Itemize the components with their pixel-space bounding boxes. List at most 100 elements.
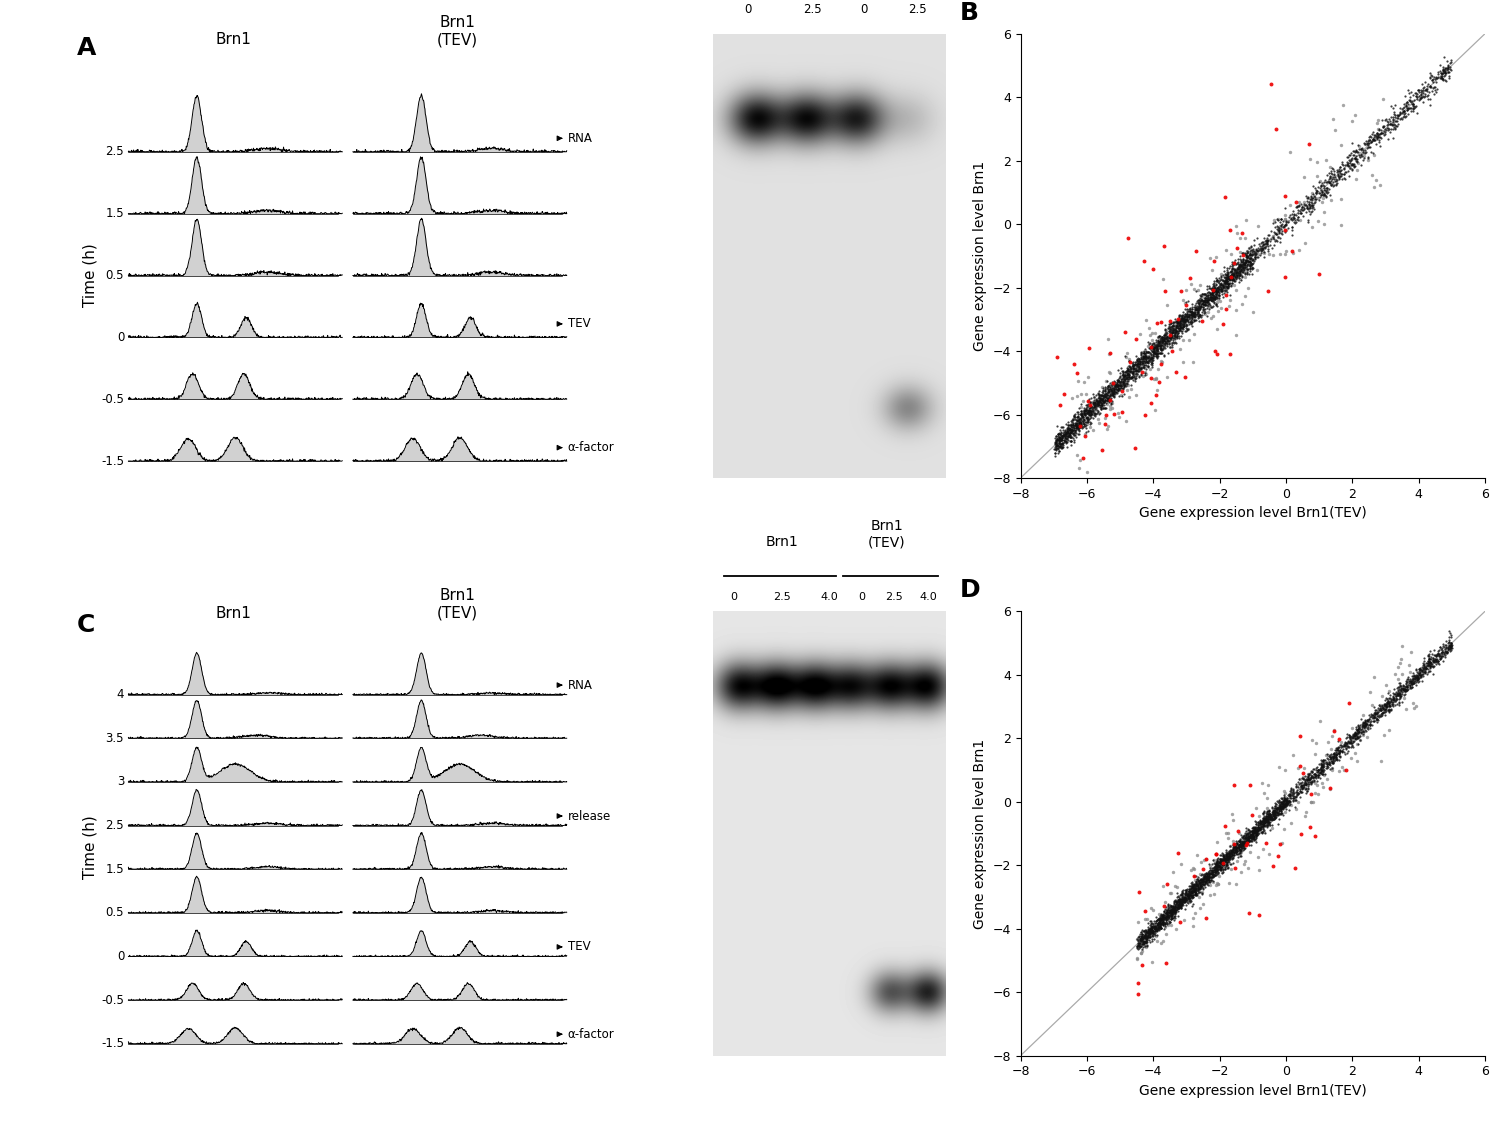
Point bbox=[1236, 831, 1260, 849]
Point bbox=[1268, 232, 1292, 250]
Point bbox=[1168, 328, 1192, 346]
Point bbox=[1336, 154, 1360, 172]
Point bbox=[1149, 910, 1173, 928]
Point bbox=[1251, 815, 1275, 833]
Point bbox=[1070, 402, 1094, 420]
Point bbox=[1310, 761, 1334, 779]
Point bbox=[1238, 255, 1262, 273]
Point bbox=[1264, 225, 1288, 243]
Point bbox=[1221, 265, 1245, 283]
Point bbox=[1239, 259, 1263, 277]
Point bbox=[1323, 175, 1347, 193]
Point bbox=[1282, 213, 1306, 231]
Point bbox=[1200, 285, 1224, 303]
Point bbox=[1416, 85, 1440, 103]
Point bbox=[1250, 823, 1274, 841]
Point bbox=[1224, 836, 1248, 853]
Point bbox=[1174, 308, 1198, 326]
Point bbox=[1400, 99, 1423, 117]
Point bbox=[1110, 375, 1134, 393]
Point bbox=[1122, 367, 1146, 385]
Point bbox=[1204, 859, 1228, 877]
Point bbox=[1062, 424, 1086, 442]
Point bbox=[1400, 678, 1423, 696]
Point bbox=[1088, 391, 1112, 409]
Point bbox=[1206, 857, 1230, 875]
Point bbox=[1274, 200, 1298, 218]
Point bbox=[1222, 841, 1246, 859]
Text: 3: 3 bbox=[117, 775, 124, 788]
Point bbox=[1178, 299, 1202, 317]
Point bbox=[1162, 313, 1186, 331]
Point bbox=[1170, 312, 1194, 330]
Point bbox=[1143, 917, 1167, 935]
Point bbox=[1410, 672, 1434, 690]
Point bbox=[1160, 900, 1184, 917]
Point bbox=[1368, 699, 1392, 716]
Point bbox=[1149, 336, 1173, 354]
Point bbox=[1244, 820, 1268, 838]
Point bbox=[1144, 920, 1168, 938]
Point bbox=[1070, 419, 1094, 437]
Point bbox=[1268, 793, 1292, 811]
Text: RNA: RNA bbox=[568, 131, 592, 145]
Point bbox=[1304, 759, 1328, 777]
Point bbox=[1340, 159, 1364, 177]
Point bbox=[1376, 695, 1400, 713]
Point bbox=[1234, 829, 1258, 847]
Point bbox=[1178, 891, 1202, 909]
Point bbox=[1206, 852, 1230, 870]
Point bbox=[1042, 440, 1066, 458]
Point bbox=[1158, 328, 1182, 346]
Point bbox=[1316, 756, 1340, 774]
Point bbox=[1269, 797, 1293, 815]
Point bbox=[1437, 637, 1461, 655]
Point bbox=[1160, 903, 1184, 921]
Point bbox=[1120, 365, 1144, 383]
Point bbox=[1234, 259, 1258, 277]
Point bbox=[1200, 285, 1224, 303]
Point bbox=[1302, 772, 1326, 789]
Point bbox=[1227, 840, 1251, 858]
Point bbox=[1228, 837, 1252, 855]
Point bbox=[1132, 933, 1156, 951]
Point bbox=[1245, 823, 1269, 841]
Point bbox=[1065, 428, 1089, 446]
Point bbox=[1215, 851, 1239, 869]
Point bbox=[1194, 289, 1218, 307]
Point bbox=[1227, 824, 1251, 842]
Point bbox=[1150, 328, 1174, 346]
Point bbox=[1162, 321, 1186, 339]
Point bbox=[1239, 259, 1263, 277]
Point bbox=[1413, 659, 1437, 677]
Point bbox=[1240, 824, 1264, 842]
Point bbox=[1160, 329, 1184, 347]
Point bbox=[1252, 818, 1276, 836]
Point bbox=[1365, 703, 1389, 721]
Point bbox=[1293, 197, 1317, 214]
Point bbox=[1196, 292, 1219, 310]
Point bbox=[1048, 435, 1072, 453]
Point bbox=[1078, 393, 1102, 411]
Point bbox=[1114, 363, 1138, 381]
Point bbox=[1300, 731, 1324, 749]
Point bbox=[1130, 928, 1154, 946]
Point bbox=[1044, 431, 1068, 449]
Point bbox=[1071, 414, 1095, 432]
Point bbox=[1098, 377, 1122, 395]
Point bbox=[1059, 422, 1083, 440]
Point bbox=[1088, 387, 1112, 405]
Point bbox=[1194, 280, 1218, 298]
Point bbox=[1252, 244, 1276, 262]
Point bbox=[1112, 374, 1136, 392]
Point bbox=[1431, 62, 1455, 80]
Point bbox=[1203, 289, 1227, 307]
Point bbox=[1173, 300, 1197, 318]
Point bbox=[1401, 99, 1425, 117]
Point bbox=[1266, 804, 1290, 822]
Point bbox=[1162, 900, 1186, 917]
Point bbox=[1352, 719, 1376, 737]
Point bbox=[1072, 404, 1096, 422]
Point bbox=[1185, 871, 1209, 889]
Point bbox=[1401, 86, 1425, 104]
